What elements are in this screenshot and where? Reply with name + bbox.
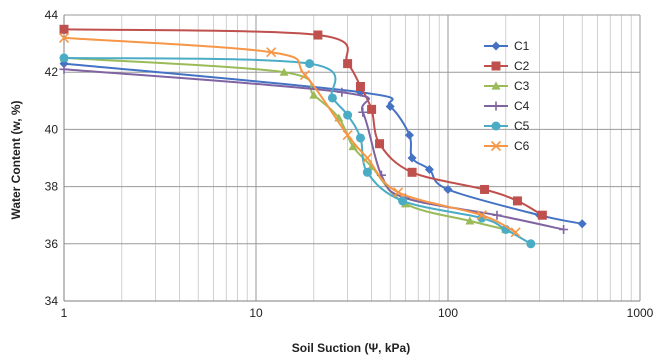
data-point <box>492 210 502 220</box>
data-point <box>443 184 453 194</box>
data-point <box>58 32 70 43</box>
legend-item: C3 <box>484 79 530 93</box>
y-tick-label: 42 <box>45 65 59 79</box>
data-point <box>559 225 569 234</box>
legend-marker <box>491 61 501 71</box>
data-point <box>367 104 377 114</box>
legend-label: C6 <box>514 139 530 153</box>
data-point <box>465 216 475 225</box>
series-c2 <box>59 24 547 220</box>
data-point <box>343 59 353 69</box>
legend-item: C6 <box>484 139 530 153</box>
x-tick-label: 1000 <box>627 306 654 320</box>
data-point <box>266 47 277 58</box>
series-line <box>63 68 564 231</box>
axes: 34 36 38 40 42 44 1 10 100 1000 <box>45 8 654 320</box>
series-line <box>63 62 583 225</box>
data-point <box>279 67 289 76</box>
series-c5 <box>59 53 536 249</box>
legend-item: C1 <box>484 39 530 53</box>
legend-label: C1 <box>514 39 530 53</box>
data-point <box>385 102 395 112</box>
data-point <box>348 142 358 151</box>
data-point <box>362 167 372 177</box>
y-axis-label: Water Content (w, %) <box>9 100 23 219</box>
data-point <box>327 93 337 103</box>
data-point <box>404 130 414 140</box>
legend-label: C3 <box>514 79 530 93</box>
data-point <box>424 164 434 174</box>
data-point <box>355 82 365 91</box>
data-point <box>59 53 69 63</box>
data-point <box>537 210 547 220</box>
data-point <box>526 239 536 249</box>
data-point <box>375 139 385 149</box>
data-point <box>309 90 319 99</box>
data-point <box>407 167 417 177</box>
data-point <box>343 110 353 120</box>
data-point <box>480 184 490 194</box>
data-point <box>577 219 587 229</box>
data-point <box>342 130 353 141</box>
legend: C1 C2 C3 C4 C5 C6 <box>484 39 530 153</box>
legend-marker <box>491 81 501 90</box>
data-point <box>510 227 521 238</box>
data-point <box>362 152 373 164</box>
data-point <box>355 133 365 143</box>
series <box>58 24 587 249</box>
legend-item: C5 <box>484 119 530 133</box>
data-point <box>358 107 368 117</box>
y-tick-label: 44 <box>45 8 59 22</box>
x-tick-label: 10 <box>249 306 263 320</box>
data-point <box>398 196 408 206</box>
series-c6 <box>58 32 521 238</box>
series-c1 <box>59 59 587 229</box>
x-tick-label: 1 <box>61 306 68 320</box>
legend-item: C2 <box>484 59 530 73</box>
data-point <box>299 69 311 81</box>
legend-item: C4 <box>484 99 530 113</box>
y-tick-label: 34 <box>45 294 59 308</box>
legend-marker <box>490 140 502 152</box>
legend-label: C5 <box>514 119 530 133</box>
data-point <box>512 196 522 206</box>
x-tick-label: 100 <box>438 306 458 320</box>
legend-marker <box>491 101 501 111</box>
legend-label: C2 <box>514 59 530 73</box>
x-axis-label: Soil Suction (Ψ, kPa) <box>292 341 410 355</box>
data-point <box>407 153 417 163</box>
data-point <box>476 210 487 221</box>
data-point <box>313 30 323 40</box>
y-tick-label: 40 <box>45 122 59 136</box>
series-line <box>63 28 543 217</box>
data-point <box>393 187 404 198</box>
legend-marker <box>491 121 501 131</box>
data-point <box>337 87 347 97</box>
data-point <box>59 24 69 34</box>
legend-marker <box>491 41 501 51</box>
data-point <box>305 59 315 69</box>
y-tick-label: 36 <box>45 237 59 251</box>
legend-label: C4 <box>514 99 530 113</box>
data-point <box>59 64 69 74</box>
y-tick-label: 38 <box>45 180 59 194</box>
